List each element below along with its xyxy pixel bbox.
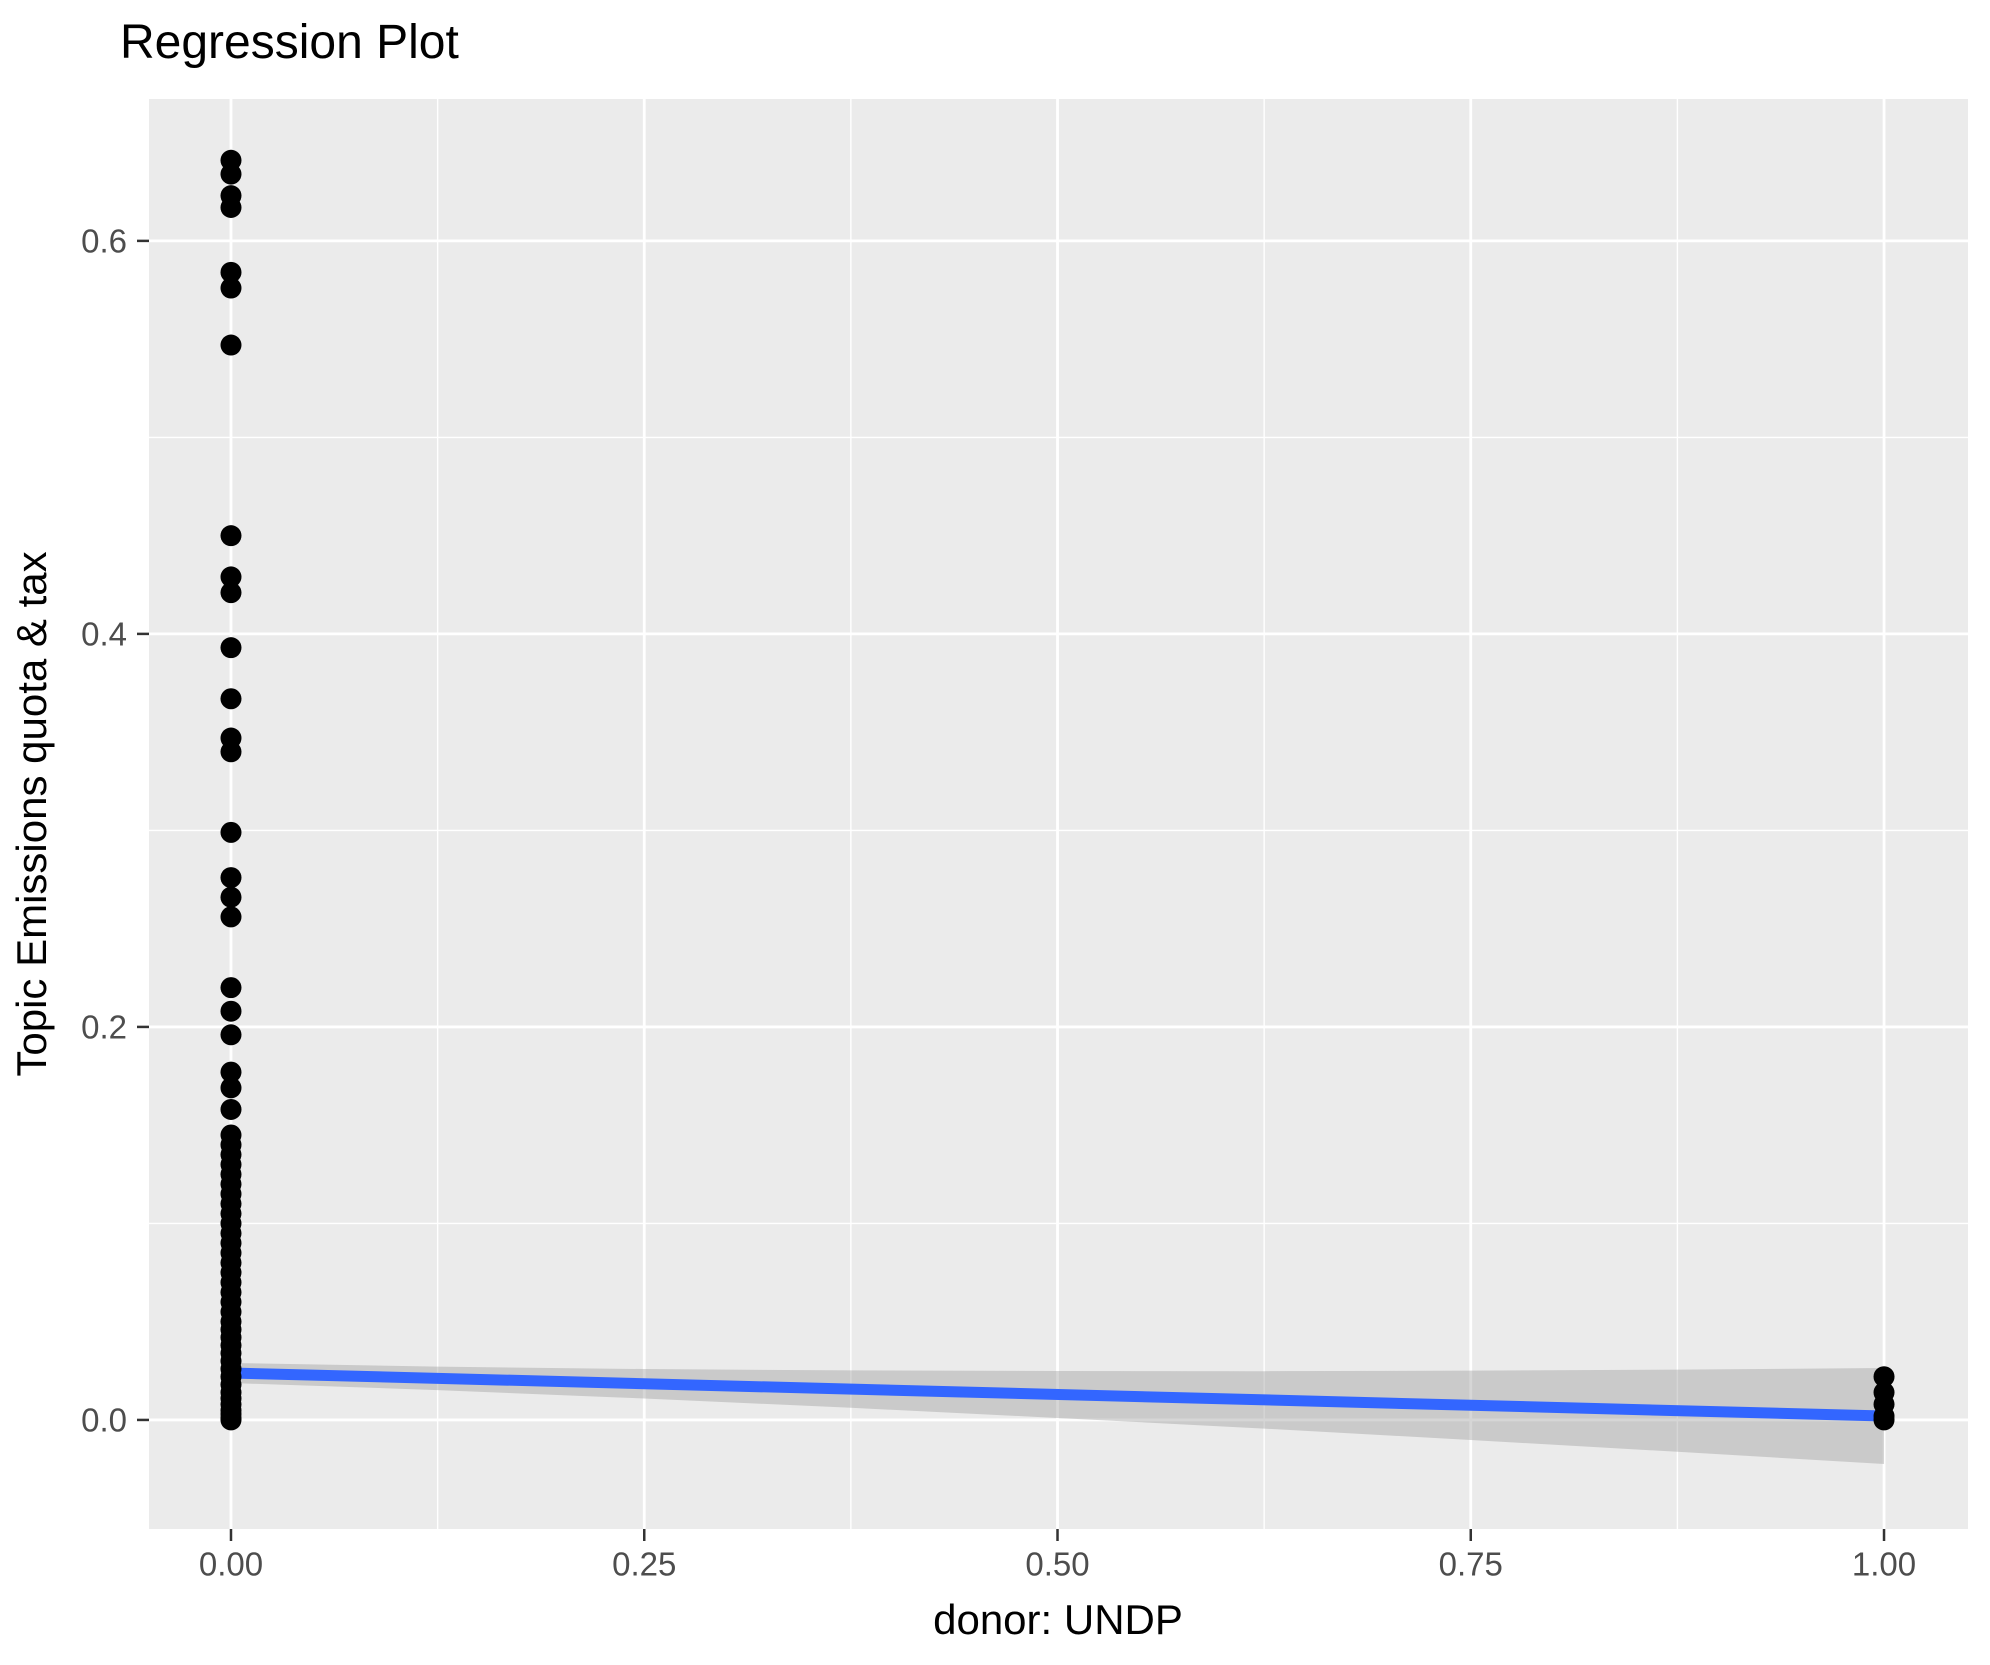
scatter-points (220, 149, 1895, 1431)
data-point (220, 566, 242, 588)
data-point (220, 741, 242, 763)
axis-tick-labels: 0.00 0.25 0.50 0.75 1.00 0.0 0.2 0.4 0.6 (81, 222, 1916, 1582)
regression-line-segment (230, 1367, 1885, 1422)
plot-title: Regression Plot (120, 16, 459, 69)
y-axis-title: Topic Emissions quota & tax (8, 551, 55, 1076)
data-point (220, 688, 242, 710)
data-point (220, 1000, 242, 1022)
y-tick-label: 0.2 (81, 1008, 127, 1045)
data-point (220, 334, 242, 356)
data-point (220, 261, 242, 283)
x-axis-title: donor: UNDP (933, 1596, 1183, 1643)
data-point (220, 1024, 242, 1046)
x-tick-label: 0.25 (612, 1546, 676, 1583)
y-tick-label: 0.6 (81, 222, 127, 259)
y-tick-label: 0.0 (81, 1401, 127, 1438)
data-point (220, 163, 242, 185)
axis-tick-marks (137, 239, 1886, 1541)
data-point (220, 867, 242, 889)
data-point (220, 196, 242, 218)
x-tick-label: 0.75 (1439, 1546, 1503, 1583)
data-point (220, 1061, 242, 1083)
data-point (220, 886, 242, 908)
data-point (220, 1077, 242, 1099)
data-point (220, 525, 242, 547)
data-point (220, 977, 242, 999)
x-tick-label: 1.00 (1852, 1546, 1916, 1583)
y-tick-label: 0.4 (81, 615, 127, 652)
data-point (220, 637, 242, 659)
data-point (220, 582, 242, 604)
data-point (220, 277, 242, 299)
data-point (220, 906, 242, 928)
data-point (1873, 1366, 1895, 1388)
data-point (1873, 1409, 1895, 1431)
x-tick-label: 0.00 (199, 1546, 263, 1583)
data-point (220, 1098, 242, 1120)
x-tick-label: 0.50 (1025, 1546, 1089, 1583)
regression-line (230, 1367, 1885, 1422)
data-point (220, 1409, 242, 1431)
data-point (220, 821, 242, 843)
